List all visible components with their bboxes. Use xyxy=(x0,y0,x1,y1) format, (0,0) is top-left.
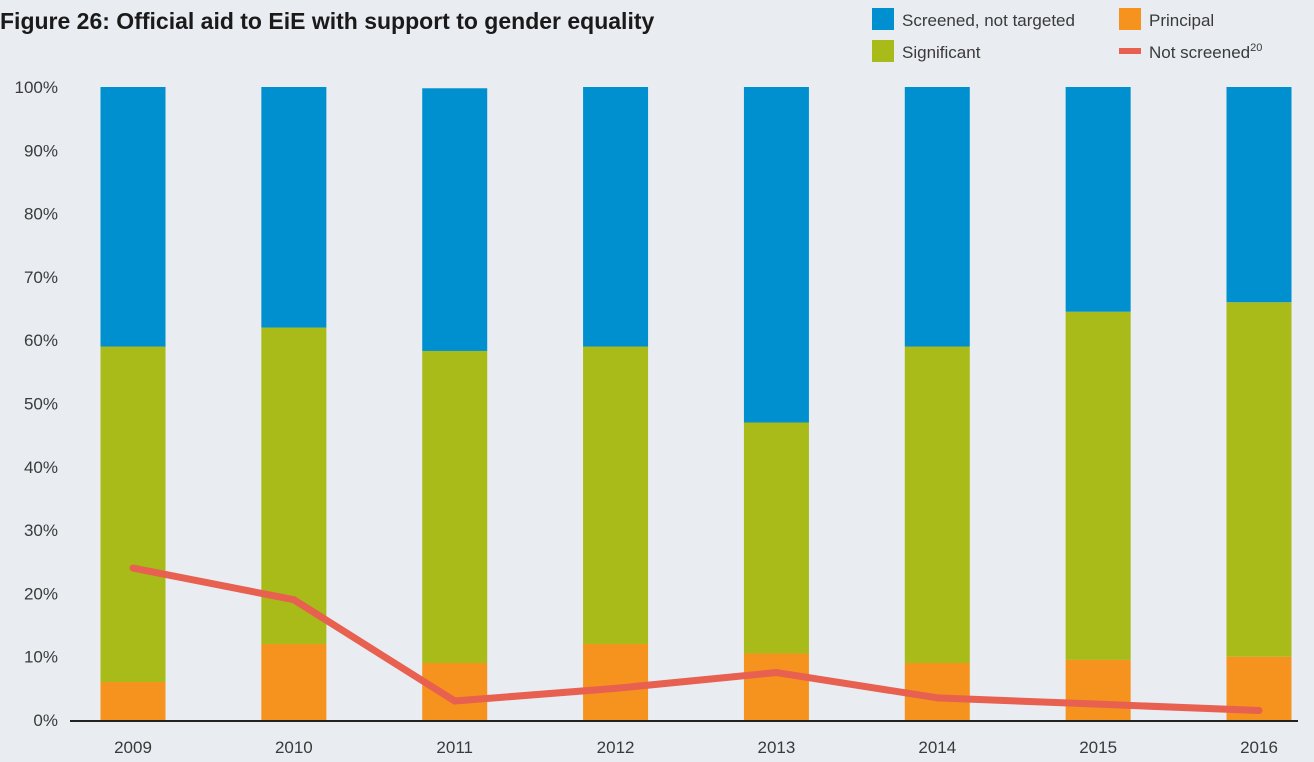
bar-segment-significant xyxy=(100,346,166,683)
y-tick-label: 90% xyxy=(24,141,58,160)
bar-segment-significant xyxy=(422,350,488,664)
y-tick-label: 70% xyxy=(24,268,58,287)
x-tick-label: 2015 xyxy=(1079,738,1117,757)
bar-segment-screened-not-targeted xyxy=(1226,87,1292,303)
bar-segment-screened-not-targeted xyxy=(261,87,327,328)
legend-swatch xyxy=(1119,8,1141,30)
not-screened-point xyxy=(772,669,780,677)
legend-item-not-screened: Not screened20 xyxy=(1119,42,1262,62)
not-screened-line-series xyxy=(129,564,1263,715)
y-tick-label: 40% xyxy=(24,458,58,477)
y-tick-label: 80% xyxy=(24,205,58,224)
bar-segment-screened-not-targeted xyxy=(743,87,809,423)
bar-segment-screened-not-targeted xyxy=(1065,87,1131,312)
bar-segment-significant xyxy=(904,346,970,664)
legend-item-screened-not-targeted: Screened, not targeted xyxy=(872,8,1075,30)
legend-label: Screened, not targeted xyxy=(902,11,1075,30)
y-tick-label: 0% xyxy=(33,711,58,730)
not-screened-point xyxy=(451,697,459,705)
bar-segment-significant xyxy=(1226,302,1292,657)
legend-line-swatch xyxy=(1119,48,1141,54)
bar-segment-screened-not-targeted xyxy=(583,87,649,347)
x-tick-label: 2011 xyxy=(436,738,473,757)
chart-title: Figure 26: Official aid to EiE with supp… xyxy=(0,8,655,34)
bar-segment-principal xyxy=(583,644,649,720)
legend-label: Not screened20 xyxy=(1149,42,1262,62)
bar-segment-principal xyxy=(743,653,809,720)
y-tick-label: 10% xyxy=(24,648,58,667)
not-screened-point xyxy=(1255,707,1263,715)
y-axis-ticks: 0% 10% 20% 30% 40% 50% 60% 70% 80% 90% 100% xyxy=(15,78,58,730)
bar-segment-principal xyxy=(1065,659,1131,720)
legend-label: Significant xyxy=(902,43,981,62)
x-tick-label: 2010 xyxy=(275,738,313,757)
x-tick-label: 2016 xyxy=(1240,738,1278,757)
bar-segment-principal xyxy=(100,682,166,720)
bar-segment-screened-not-targeted xyxy=(422,88,488,351)
bar-segment-significant xyxy=(261,327,327,645)
x-tick-label: 2013 xyxy=(758,738,796,757)
y-tick-label: 30% xyxy=(24,521,58,540)
bar-segment-significant xyxy=(583,346,649,645)
not-screened-point xyxy=(612,684,620,692)
bar-segment-screened-not-targeted xyxy=(904,87,970,347)
x-tick-label: 2012 xyxy=(597,738,635,757)
legend-item-significant: Significant xyxy=(872,40,981,62)
bar-series xyxy=(100,87,1292,720)
not-screened-line xyxy=(132,564,1260,715)
bar-segment-screened-not-targeted xyxy=(100,87,166,347)
legend-swatch xyxy=(872,8,894,30)
not-screened-point xyxy=(933,694,941,702)
bar-segment-significant xyxy=(1065,311,1131,660)
legend-swatch xyxy=(872,40,894,62)
x-tick-label: 2014 xyxy=(918,738,956,757)
y-tick-label: 60% xyxy=(24,331,58,350)
legend: Screened, not targeted Principal Significa… xyxy=(872,8,1262,62)
x-tick-label: 2009 xyxy=(114,738,152,757)
legend-item-principal: Principal xyxy=(1119,8,1214,30)
x-axis-ticks: 2009 2010 2011 2012 2013 2014 2015 2016 xyxy=(114,738,1278,757)
y-tick-label: 20% xyxy=(24,584,58,603)
not-screened-point xyxy=(129,564,137,572)
bar-segment-principal xyxy=(422,663,488,720)
y-tick-label: 50% xyxy=(24,395,58,414)
not-screened-point xyxy=(290,596,298,604)
not-screened-point xyxy=(1094,700,1102,708)
bar-segment-principal xyxy=(261,644,327,720)
y-tick-label: 100% xyxy=(15,78,58,97)
legend-superscript: 20 xyxy=(1250,42,1262,54)
bar-segment-significant xyxy=(743,422,809,654)
legend-label: Principal xyxy=(1149,11,1214,30)
